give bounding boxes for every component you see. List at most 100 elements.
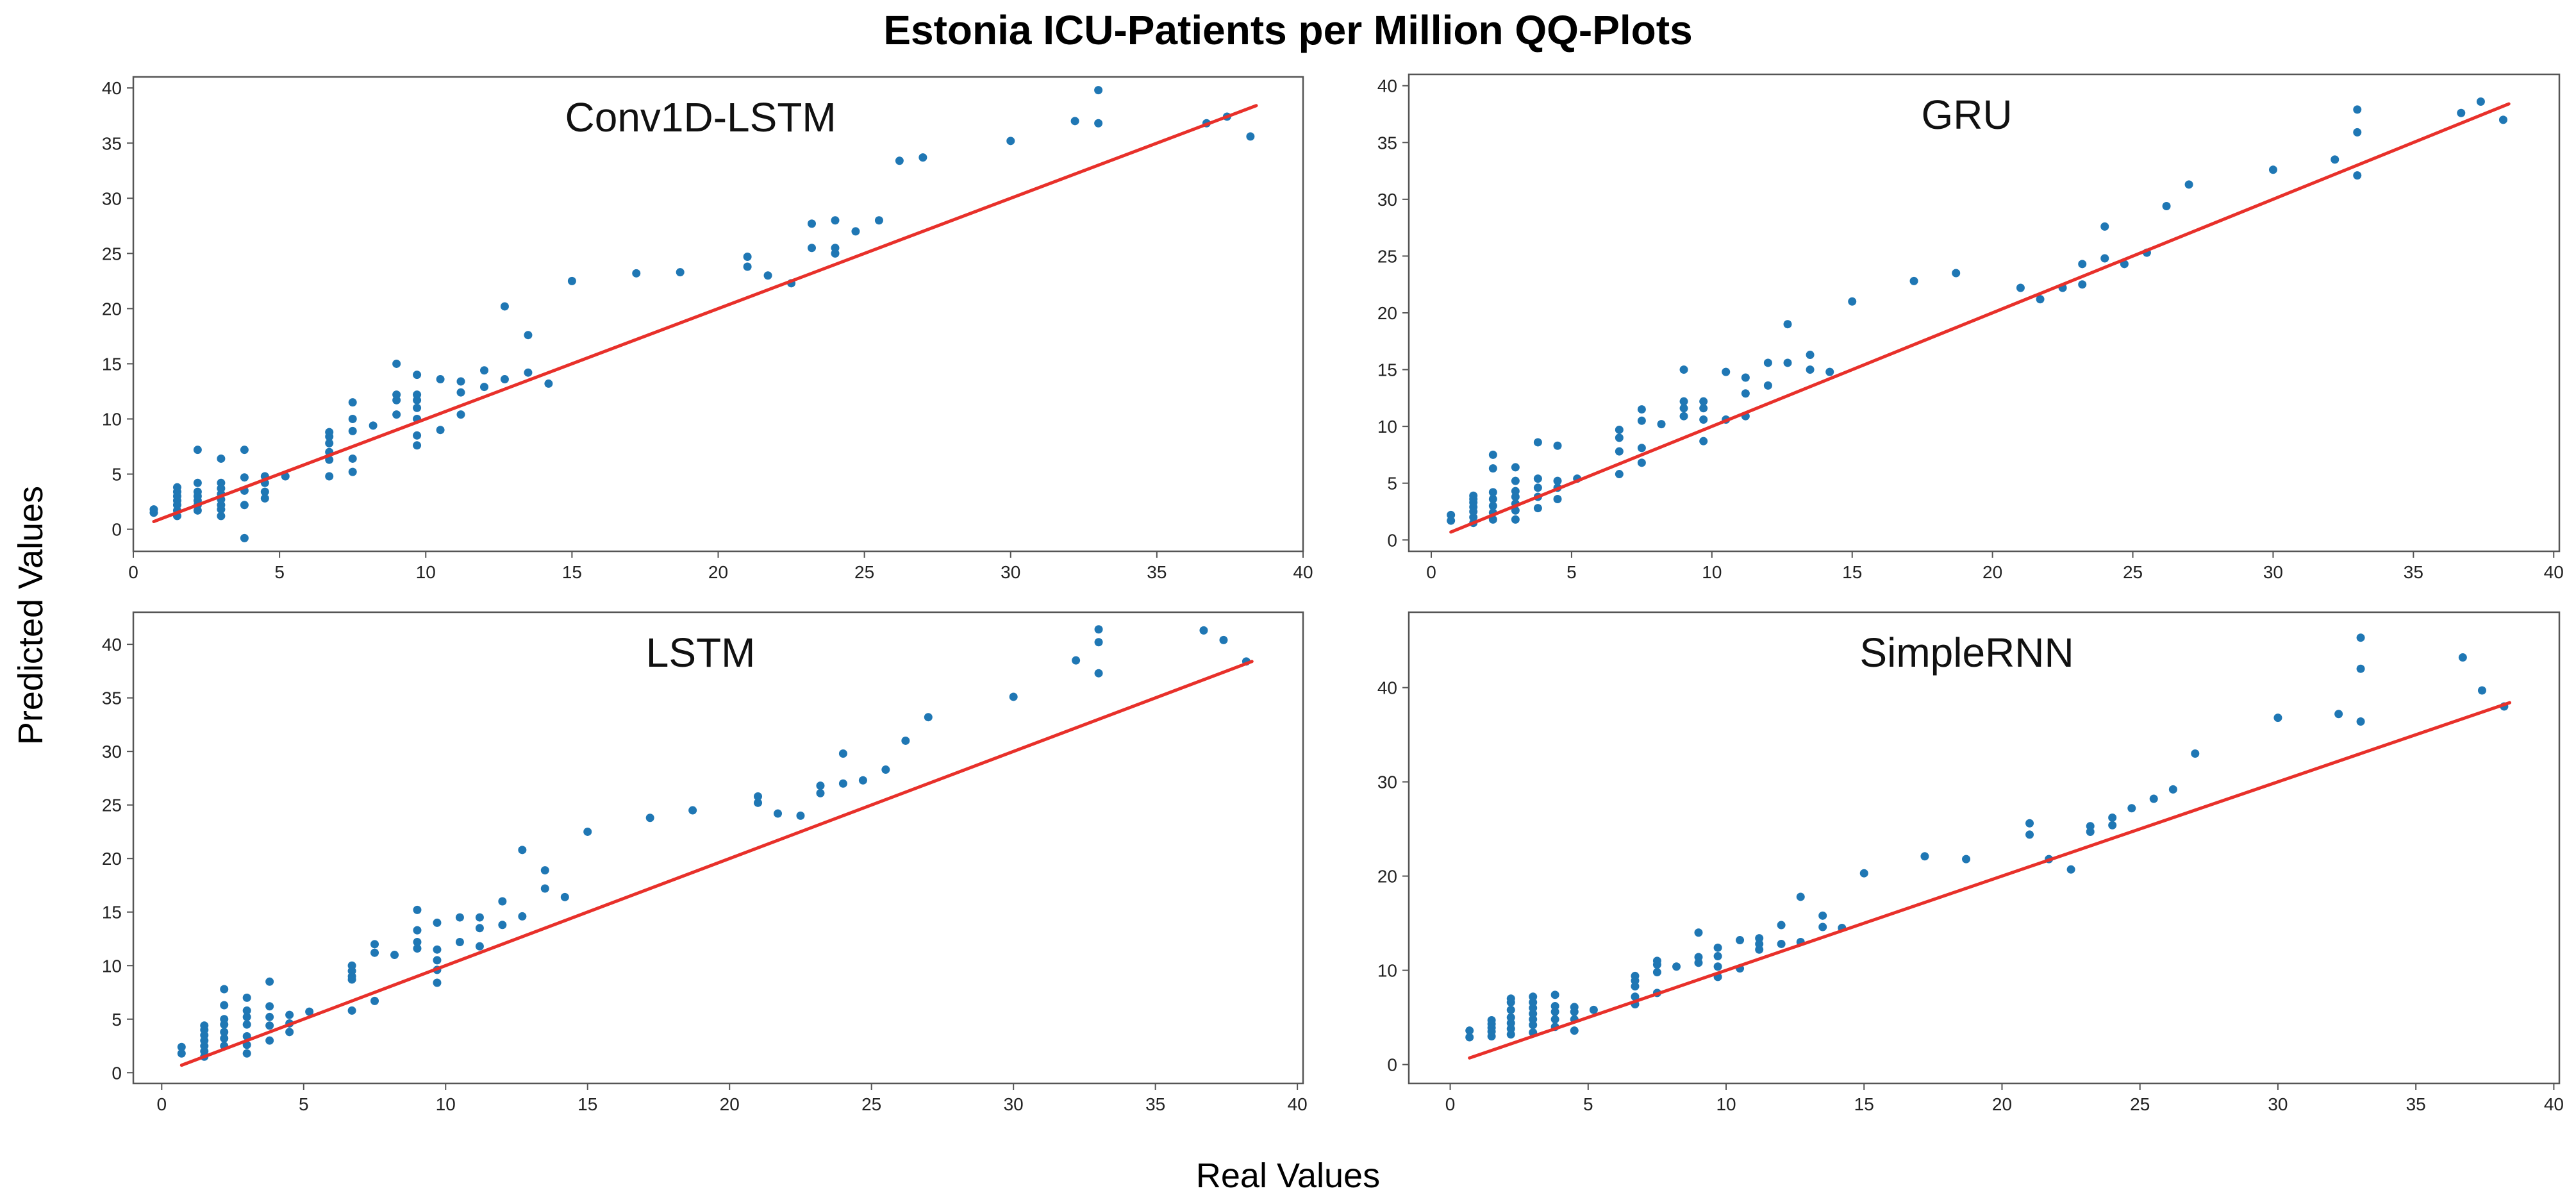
data-point — [2066, 865, 2075, 874]
data-point — [2353, 105, 2362, 114]
plot-frame — [1408, 611, 2561, 1085]
data-point — [200, 1021, 209, 1030]
x-tick-label: 35 — [2404, 562, 2423, 582]
x-tick-label: 0 — [128, 562, 138, 582]
data-point — [1694, 953, 1703, 962]
data-point — [838, 749, 847, 758]
data-point — [645, 814, 654, 822]
x-tick-label: 0 — [1426, 562, 1436, 582]
data-point — [260, 487, 269, 496]
data-point — [285, 1028, 294, 1037]
data-point — [2477, 686, 2486, 695]
data-point — [2149, 794, 2158, 803]
data-point — [1909, 276, 1918, 285]
data-point — [240, 473, 249, 482]
data-point — [347, 1006, 356, 1015]
data-point — [1219, 635, 1228, 644]
data-point — [1679, 404, 1688, 413]
data-point — [172, 483, 181, 492]
plot-gru: 0 5 10 15 20 25 30 35 40 0 5 10 15 20 25 30 35 40 GRU — [1377, 73, 2564, 582]
data-point — [1736, 936, 1745, 945]
data-point — [1699, 415, 1708, 424]
y-tick-label: 30 — [1377, 190, 1397, 210]
data-point — [475, 913, 484, 922]
plot-title: SimpleRNN — [1859, 630, 2073, 676]
data-point — [392, 390, 401, 399]
data-point — [1550, 990, 1559, 999]
data-point — [808, 219, 816, 228]
data-point — [1465, 1033, 1474, 1042]
x-tick-label: 30 — [2263, 562, 2283, 582]
x-tick-label: 15 — [562, 562, 582, 582]
x-tick-label: 40 — [2544, 1094, 2564, 1114]
data-point — [831, 244, 840, 253]
data-point — [918, 153, 927, 162]
data-point — [1652, 956, 1661, 965]
data-point — [1777, 939, 1786, 948]
data-point — [1637, 444, 1646, 453]
data-point — [688, 806, 697, 815]
data-point — [808, 244, 816, 253]
y-tick-label: 5 — [112, 465, 122, 485]
data-point — [1699, 404, 1708, 413]
data-point — [754, 798, 763, 807]
data-point — [392, 359, 401, 368]
x-tick-label: 5 — [299, 1094, 309, 1114]
data-point — [895, 156, 904, 165]
x-tick-label: 15 — [1842, 562, 1862, 582]
data-point — [1094, 119, 1103, 128]
figure-title: Estonia ICU-Patients per Million QQ-Plot… — [883, 7, 1693, 53]
y-tick-label: 0 — [1387, 1055, 1397, 1075]
y-tick-label: 20 — [1377, 867, 1397, 887]
data-point — [413, 403, 422, 412]
data-point — [924, 713, 933, 722]
data-point — [2476, 97, 2485, 106]
data-point — [816, 789, 825, 797]
data-point — [1465, 1026, 1474, 1035]
data-point — [348, 398, 357, 407]
data-point — [480, 383, 488, 392]
data-point — [2458, 653, 2467, 662]
data-point — [1094, 625, 1103, 634]
y-tick-label: 35 — [102, 689, 122, 708]
data-point — [413, 371, 422, 380]
x-tick-label: 25 — [854, 562, 874, 582]
data-point — [874, 216, 883, 225]
data-point — [2498, 115, 2507, 124]
data-point — [220, 1001, 229, 1010]
data-point — [1806, 365, 1815, 374]
x-tick-label: 35 — [1147, 562, 1167, 582]
data-point — [1818, 911, 1827, 920]
y-tick-label: 0 — [112, 1063, 122, 1083]
reference-line — [1449, 102, 2511, 534]
data-point — [193, 487, 202, 496]
data-point — [217, 454, 226, 463]
data-point — [2191, 749, 2200, 758]
data-point — [348, 467, 357, 476]
data-point — [1962, 855, 1971, 864]
reference-line — [152, 104, 1258, 524]
x-tick-label: 40 — [1288, 1094, 1308, 1114]
data-point — [456, 410, 465, 419]
reference-line — [1468, 701, 2512, 1060]
data-point — [413, 926, 422, 935]
y-tick-label: 40 — [102, 78, 122, 98]
y-tick-label: 25 — [1377, 246, 1397, 266]
x-tick-label: 30 — [1001, 562, 1020, 582]
data-point — [774, 809, 783, 818]
data-point — [1488, 450, 1497, 459]
data-point — [2356, 664, 2365, 673]
data-point — [2025, 830, 2034, 839]
data-point — [754, 792, 763, 801]
data-point — [2100, 254, 2109, 263]
data-point — [560, 892, 569, 901]
data-point — [1488, 501, 1497, 510]
data-point — [305, 1007, 314, 1016]
y-tick-label: 20 — [102, 299, 122, 319]
y-tick-label: 10 — [1377, 417, 1397, 437]
data-point — [436, 375, 445, 384]
data-point — [567, 276, 576, 285]
data-point — [2457, 108, 2466, 117]
plot-title: GRU — [1921, 92, 2012, 138]
data-point — [2353, 171, 2362, 180]
